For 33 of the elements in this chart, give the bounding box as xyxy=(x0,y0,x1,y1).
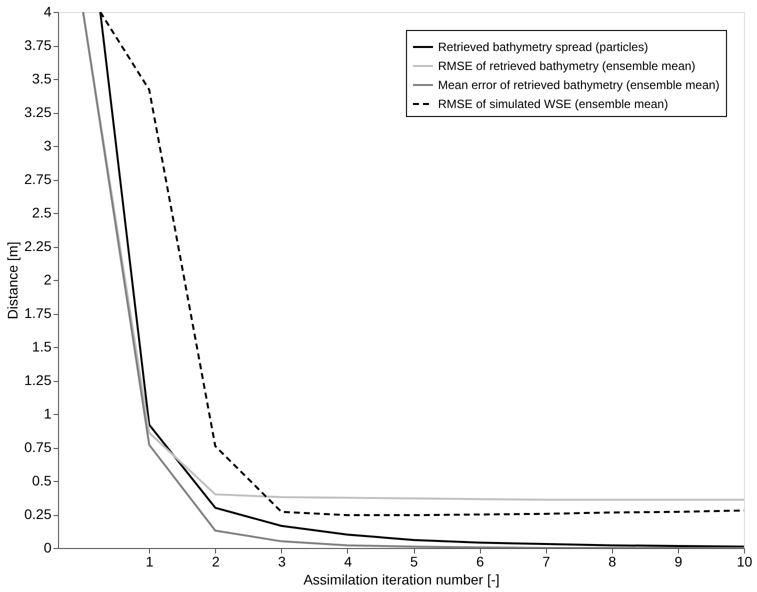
x-tick-label: 1 xyxy=(146,554,154,570)
y-tick-label: 1 xyxy=(44,406,52,422)
y-tick-label: 2.25 xyxy=(24,238,52,254)
x-tick-label: 3 xyxy=(278,554,286,570)
y-tick-label: 0 xyxy=(44,540,52,556)
legend-label: RMSE of retrieved bathymetry (ensemble mean) xyxy=(438,59,696,73)
x-tick-label: 8 xyxy=(608,554,616,570)
x-tick-label: 5 xyxy=(410,554,418,570)
x-tick-label: 6 xyxy=(476,554,484,570)
x-tick-label: 2 xyxy=(212,554,220,570)
y-tick-label: 2.5 xyxy=(32,204,52,220)
legend-label: RMSE of simulated WSE (ensemble mean) xyxy=(438,97,668,111)
x-tick-label: 9 xyxy=(674,554,683,570)
y-tick-label: 0.75 xyxy=(24,439,52,455)
y-tick-label: 3.75 xyxy=(24,37,52,53)
y-axis-title: Distance [m] xyxy=(4,242,20,320)
y-tick-label: 1.75 xyxy=(24,305,52,321)
y-tick-label: 1.5 xyxy=(32,338,52,354)
y-tick-label: 1.25 xyxy=(24,372,52,388)
y-tick-label: 0.25 xyxy=(24,506,52,522)
y-tick-label: 3.5 xyxy=(32,70,52,86)
x-tick-label: 7 xyxy=(542,554,550,570)
y-tick-label: 2.75 xyxy=(24,171,52,187)
y-tick-label: 3 xyxy=(44,138,52,154)
legend-label: Mean error of retrieved bathymetry (ensemble mean) xyxy=(438,78,720,92)
y-tick-label: 0.5 xyxy=(32,472,52,488)
y-tick-label: 2 xyxy=(44,272,52,288)
y-tick-label: 3.25 xyxy=(24,104,52,120)
legend-label: Retrieved bathymetry spread (particles) xyxy=(438,40,648,54)
x-tick-label: 4 xyxy=(344,554,352,570)
x-axis-title: Assimilation iteration number [-] xyxy=(303,572,500,588)
y-tick-label: 4 xyxy=(44,4,52,20)
x-tick-label: 10 xyxy=(736,554,752,570)
